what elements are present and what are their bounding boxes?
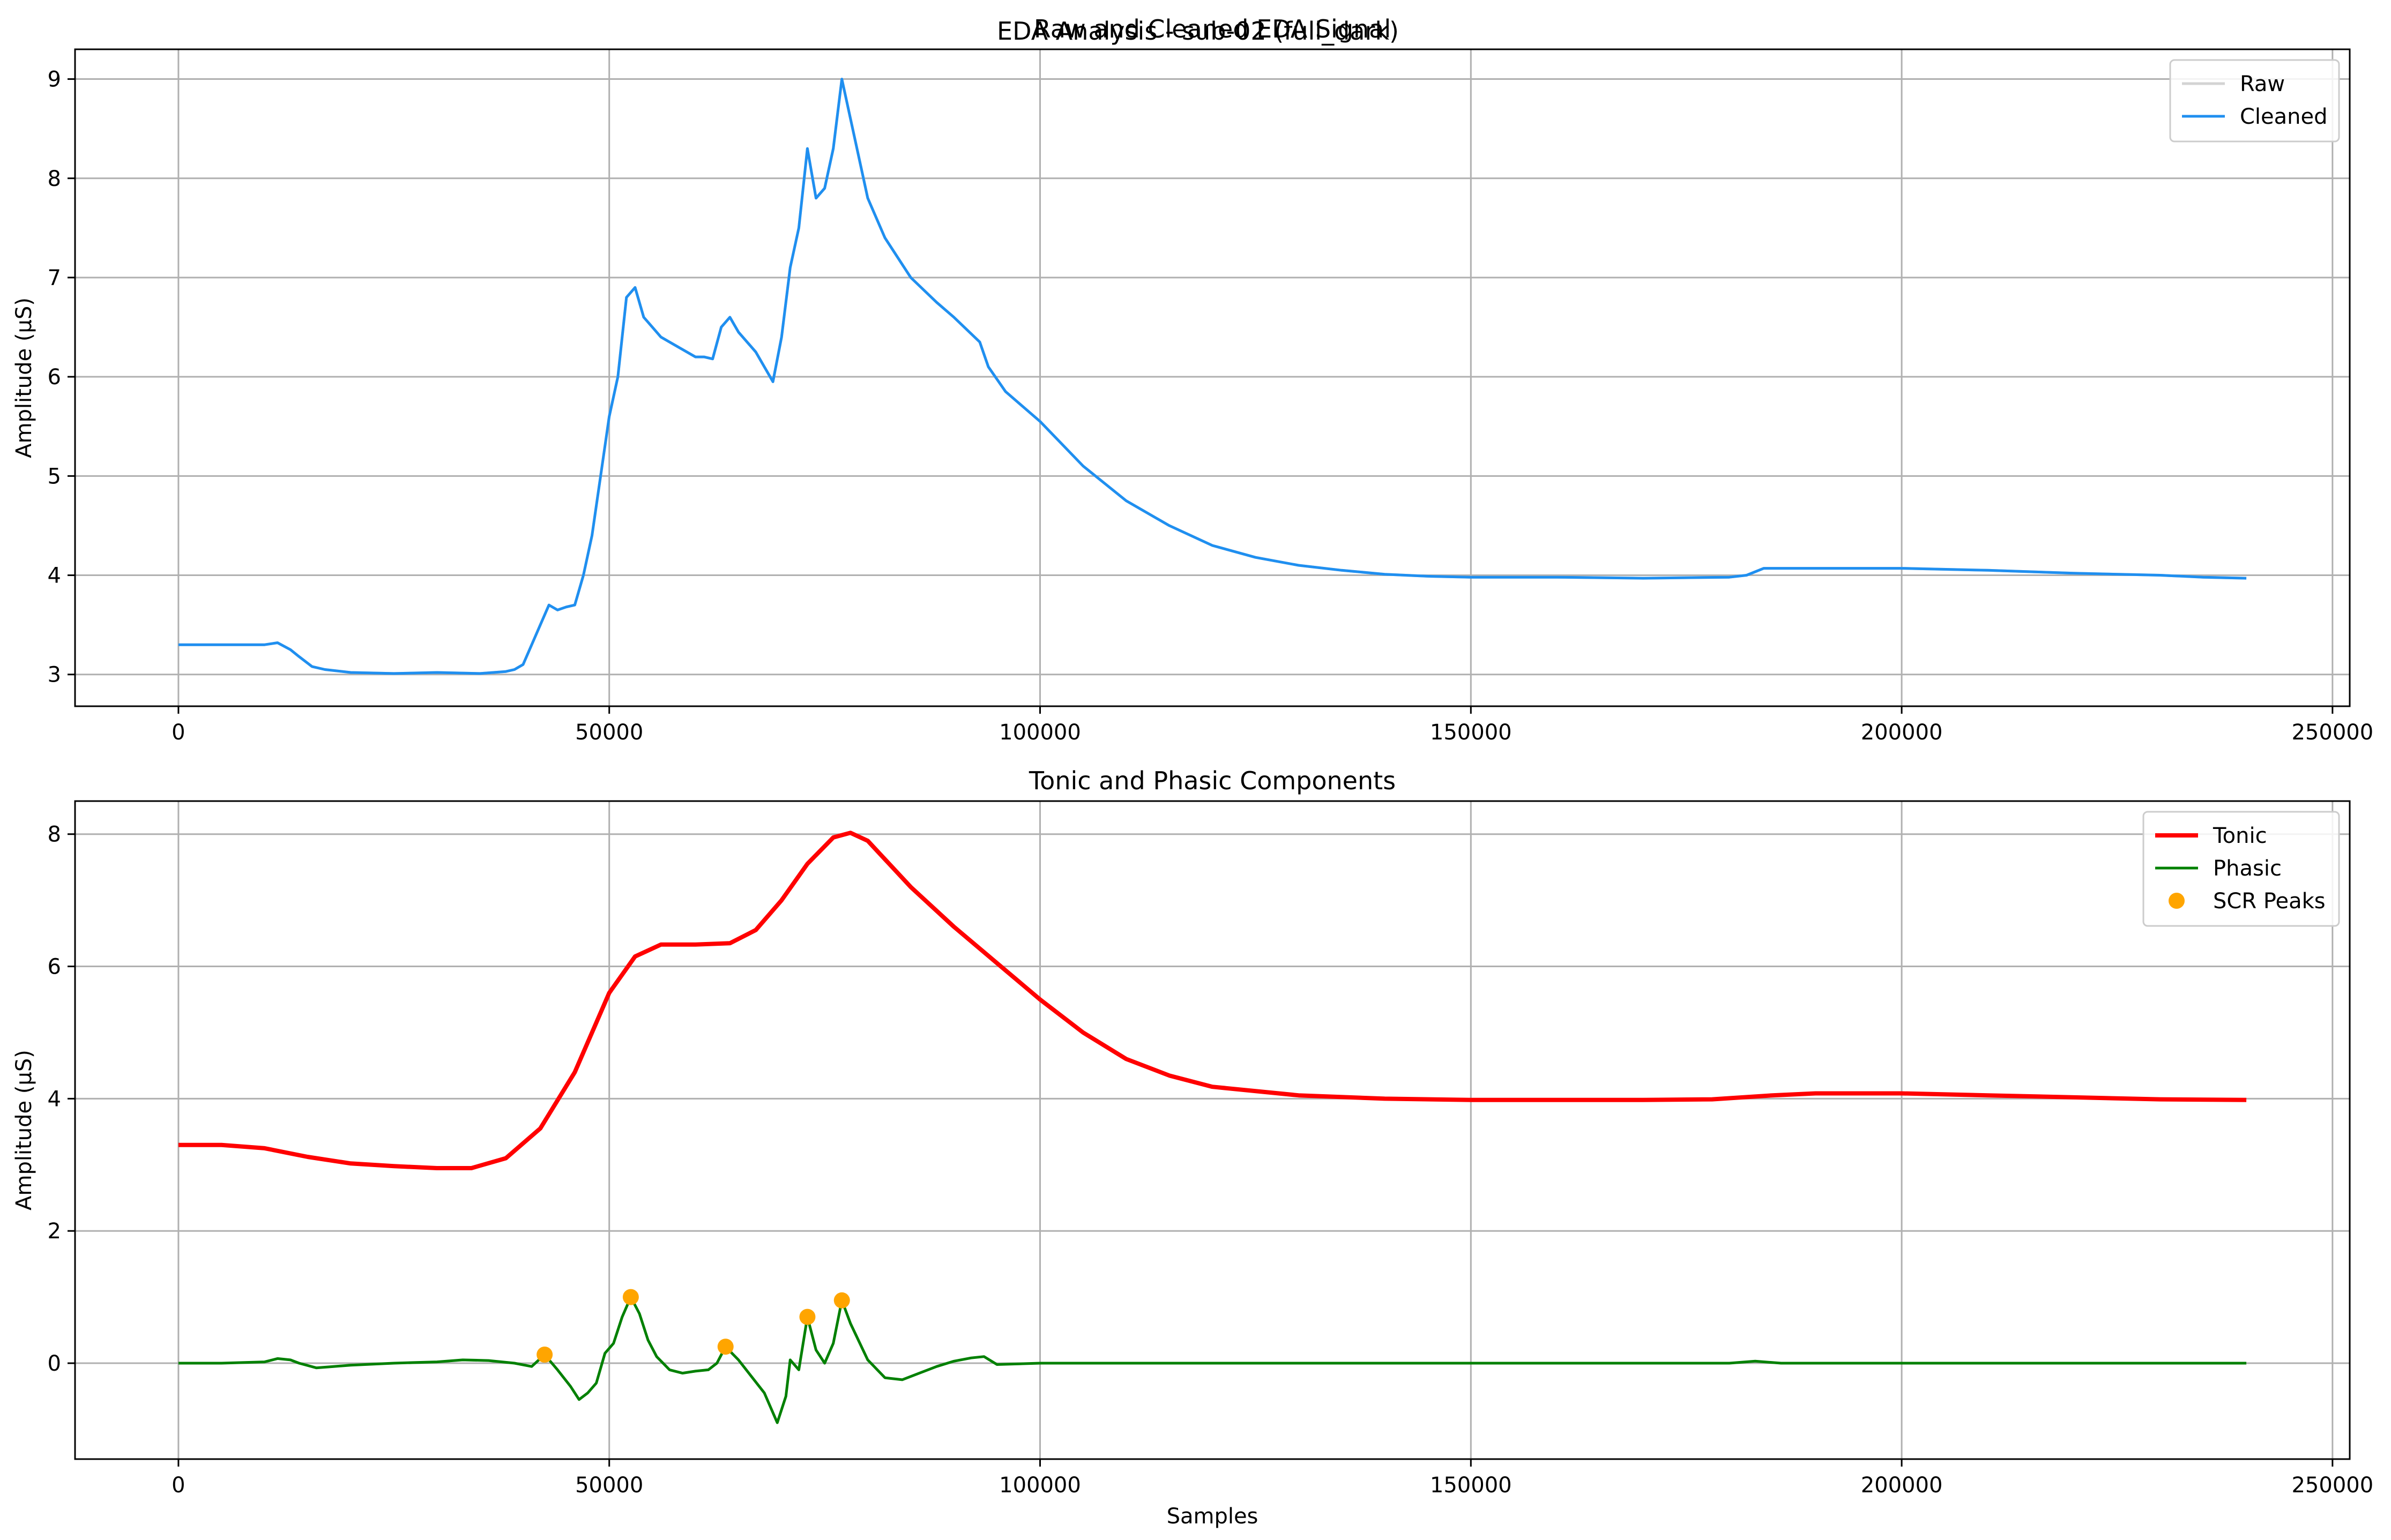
tonic-phasic-axes: 0 50000 100000 150000 200000 250000 0 2 4 6 8 Tonic… [12, 766, 2373, 1529]
legend-box [2142, 811, 2340, 927]
x-axis-label: Samples [1167, 1504, 1258, 1529]
y-tick-label: 3 [48, 663, 61, 687]
legend: Tonic Phasic SCR Peaks [2142, 811, 2340, 927]
y-tick-label: 7 [48, 266, 61, 290]
x-tick-label: 150000 [1430, 720, 1512, 745]
x-tick-label: 250000 [2291, 1473, 2373, 1498]
x-tick-label: 200000 [1861, 1473, 1943, 1498]
scr-peaks-point [799, 1309, 816, 1325]
cleaned-series-line [178, 78, 2247, 675]
y-tick-label: 6 [48, 955, 61, 980]
y-tick-label: 4 [48, 564, 61, 588]
scr-peaks-point [537, 1347, 553, 1363]
axes-title: Raw and Cleaned EDA Signal [1034, 14, 1391, 43]
legend-label: Cleaned [2240, 104, 2328, 129]
y-tick-label: 8 [48, 167, 61, 191]
scr-peaks-point [622, 1289, 639, 1305]
x-tick-label: 50000 [575, 720, 643, 745]
axes-frame [74, 48, 2351, 707]
x-tick-label: 100000 [999, 1473, 1081, 1498]
x-tick-label: 250000 [2291, 720, 2373, 745]
legend-box [2169, 59, 2340, 143]
scr-peaks-point [833, 1292, 850, 1309]
raw-cleaned-eda-axes: 0 50000 100000 150000 200000 250000 3 4 5 6 7 8 9 Raw… [12, 14, 2373, 745]
x-tick-label: 0 [172, 720, 185, 745]
legend-marker [2169, 893, 2185, 909]
figure-suptitle: EDA Analysis - sub-02 (full_dark) [997, 17, 1399, 46]
y-tick-label: 9 [48, 68, 61, 92]
y-tick-label: 8 [48, 823, 61, 847]
x-tick-label: 150000 [1430, 1473, 1512, 1498]
legend-label: Raw [2240, 72, 2285, 96]
scr-peaks-point [717, 1339, 734, 1355]
x-tick-label: 50000 [575, 1473, 643, 1498]
phasic-series-line [178, 1296, 2247, 1424]
tonic-series-line [178, 831, 2247, 1170]
y-tick-label: 5 [48, 464, 61, 489]
legend-label: Phasic [2213, 856, 2282, 881]
y-axis-label: Amplitude (µS) [12, 297, 36, 458]
x-tick-label: 200000 [1861, 720, 1943, 745]
legend-label: Tonic [2213, 824, 2267, 848]
plot-area [178, 78, 2247, 675]
legend-label: SCR Peaks [2213, 889, 2326, 914]
y-tick-label: 6 [48, 365, 61, 390]
y-tick-label: 4 [48, 1087, 61, 1111]
plot-area [178, 831, 2247, 1424]
axes-title: Tonic and Phasic Components [1029, 766, 1396, 795]
x-tick-label: 100000 [999, 720, 1081, 745]
axes-frame [74, 800, 2351, 1460]
legend: Raw Cleaned [2169, 59, 2340, 143]
y-tick-label: 2 [48, 1219, 61, 1244]
x-tick-label: 0 [172, 1473, 185, 1498]
y-tick-label: 0 [48, 1351, 61, 1376]
y-axis-label: Amplitude (µS) [12, 1050, 36, 1210]
